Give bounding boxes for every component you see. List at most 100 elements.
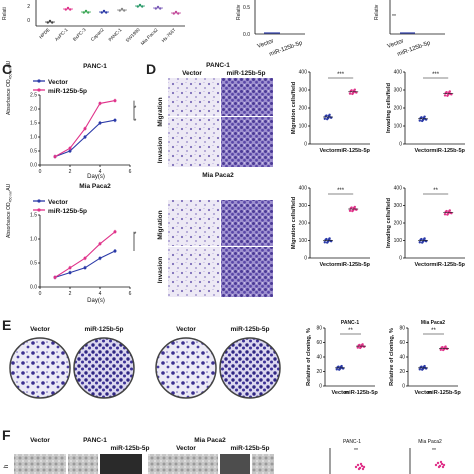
f-small-mia-title: Mia Paca2 <box>418 439 442 445</box>
wound-panc-mir <box>100 454 142 474</box>
top-c-vector: Vector <box>387 38 405 49</box>
growth-xlabel-1: Day(s) <box>87 174 105 180</box>
x-category-label: miR-125b-5p <box>336 148 370 154</box>
cell-line-label: AsPC-1 <box>54 27 69 42</box>
data-point <box>338 368 341 371</box>
growth-xlabel-2: Day(s) <box>87 298 105 304</box>
d-row-invasion-1: Invasion <box>157 137 164 163</box>
y-axis-label: Migration cells/field <box>291 196 297 249</box>
f-vector-2: Vector <box>176 445 196 452</box>
data-point <box>323 117 326 121</box>
expression-points <box>45 3 181 24</box>
x-tick-label: 2 <box>69 291 72 297</box>
panc-growth-title: PANC-1 <box>83 63 107 70</box>
y-tick-label: 200 <box>299 221 308 227</box>
data-point <box>348 209 352 212</box>
data-point <box>439 348 442 351</box>
micrograph-panc-mir-invasion <box>221 117 273 167</box>
y-tick-label: 1.0 <box>30 135 37 141</box>
y-tick-label: 0 <box>399 256 402 262</box>
y-tick-label: 2.5 <box>30 93 37 99</box>
significance-stars: *** <box>432 72 440 78</box>
data-point <box>335 368 338 371</box>
x-category-label: miR-125b-5p <box>431 262 465 268</box>
data-point <box>422 238 425 241</box>
data-point <box>356 463 360 467</box>
wound-panc-vector-2 <box>68 454 98 474</box>
f-mia-title: Mia Paca2 <box>194 437 226 444</box>
significance-stars: *** <box>337 72 345 78</box>
data-point <box>359 462 363 466</box>
x-category-label: Vector <box>414 390 432 396</box>
top-c-stars: ** <box>392 14 396 20</box>
data-point <box>440 462 444 466</box>
e-vector-2: Vector <box>176 326 196 333</box>
d-col-vector-1: Vector <box>182 70 202 77</box>
data-point <box>422 116 425 119</box>
x-category-label: miR-125b-5p <box>344 390 378 396</box>
y-axis-label: Invading cells/field <box>386 82 392 133</box>
top-ylabel-c: Relativ <box>374 4 380 20</box>
cell-line-label: HPDE <box>38 27 51 40</box>
data-point <box>361 467 365 471</box>
y-tick-label: 100 <box>299 238 308 244</box>
dish-panc-mir <box>73 337 135 399</box>
significance-stars: ** <box>431 328 436 334</box>
f-small-panc-title: PANC-1 <box>343 439 361 445</box>
data-point <box>434 463 438 467</box>
legend-vector-2: Vector <box>48 199 68 206</box>
x-category-label: Vector <box>414 148 432 154</box>
svg-text:2: 2 <box>27 4 30 10</box>
y-tick-label: 0 <box>399 142 402 148</box>
y-tick-label: 0 <box>304 256 307 262</box>
legend-mir-2: miR-125b-5p <box>48 208 87 215</box>
x-tick-label: 6 <box>129 169 132 175</box>
cell-line-labels: HPDE AsPC-1 BxPC-3 Capan2 PANC-1 SW1990 Mia Pa… <box>38 27 177 46</box>
d-panc-title: PANC-1 <box>206 62 230 69</box>
data-point <box>354 465 358 469</box>
top-relative-plot-b: Relativ 0.5 0.0 Vector miR-125b-5p <box>236 0 305 58</box>
y-tick-label: 1.0 <box>30 237 37 243</box>
micrograph-mia-mir-migration <box>221 200 273 246</box>
y-tick-label: 20 <box>399 369 405 375</box>
growth-stars-1a: * <box>134 106 137 112</box>
data-point <box>327 114 330 118</box>
x-tick-label: 4 <box>99 169 102 175</box>
cell-line-label: PANC-1 <box>107 27 123 43</box>
data-point <box>356 346 359 349</box>
significance-stars: ** <box>433 188 438 194</box>
y-tick-label: 300 <box>299 203 308 209</box>
legend-vector-1: Vector <box>48 79 68 86</box>
panel-letter-d: D <box>146 61 156 77</box>
data-point <box>436 461 440 465</box>
growth-ylabel-2: Absorbance OD450 nmAU <box>6 183 13 238</box>
micrograph-panc-vector-migration <box>168 78 220 116</box>
y-tick-label: 1.5 <box>30 121 37 127</box>
svg-text:0.5: 0.5 <box>243 5 250 11</box>
top-ylabel-b: Relativ <box>236 4 242 20</box>
data-point <box>359 346 362 350</box>
y-tick-label: 80 <box>316 326 322 332</box>
y-tick-label: 100 <box>394 238 403 244</box>
wound-mia-mir <box>252 454 274 474</box>
data-point <box>360 464 364 468</box>
growth-stars-1b: * <box>134 119 137 125</box>
data-point <box>352 89 356 92</box>
y-tick-label: 40 <box>399 355 405 361</box>
data-point <box>329 239 332 243</box>
y-tick-label: 100 <box>394 124 403 130</box>
f-mir-1: miR-125b-5p <box>110 445 149 452</box>
data-point <box>424 239 427 243</box>
top-expression-plot: Relati 2 0 HPDE AsPC-1 BxPC-3 Capan2 PANC-1 S… <box>2 0 185 46</box>
micrograph-mia-vector-invasion <box>168 247 220 297</box>
series-line-mir <box>54 231 116 278</box>
series-line-vector <box>54 250 116 278</box>
plot-mia-cloning: 0 20 40 60 80 Relative of cloning, % VectormiR… <box>389 320 461 396</box>
y-tick-label: 400 <box>299 70 308 76</box>
y-tick-label: 200 <box>299 106 308 112</box>
micrograph-mia-vector-migration <box>168 200 220 246</box>
top-relative-plot-c: Relativ ** Vector miR-125b-5p <box>374 0 445 58</box>
